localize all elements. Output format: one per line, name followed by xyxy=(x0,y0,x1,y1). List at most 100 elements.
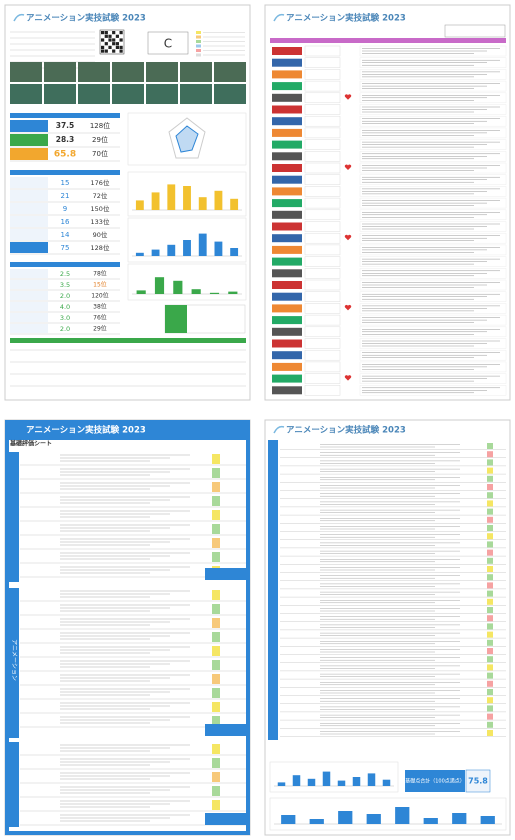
score-cell xyxy=(487,541,493,548)
company-logo xyxy=(272,234,302,243)
legend-swatch xyxy=(196,40,201,43)
qr-cell xyxy=(119,49,123,53)
page-3-body xyxy=(9,440,246,831)
company-logo xyxy=(272,327,302,336)
company-name-cell xyxy=(304,221,341,232)
score-cell xyxy=(487,631,493,638)
bar xyxy=(167,184,176,210)
radar-grid xyxy=(168,117,206,159)
company-name-cell xyxy=(304,139,341,150)
score: 37.5 xyxy=(56,121,75,130)
score-label-cell xyxy=(10,134,48,146)
score-cell xyxy=(487,459,493,466)
item-label-cell xyxy=(10,216,48,227)
qr-cell xyxy=(104,31,108,35)
score-cell xyxy=(487,500,493,507)
score-cell xyxy=(212,772,220,782)
heart xyxy=(344,164,352,170)
item-rank: 38位 xyxy=(93,303,107,311)
company-logo xyxy=(272,175,302,184)
thumbnail xyxy=(112,84,144,104)
chart-frame xyxy=(269,761,399,793)
company-name-cell xyxy=(304,127,341,139)
heart xyxy=(344,375,352,381)
company-logo xyxy=(272,58,302,67)
score-cell xyxy=(487,475,493,482)
company-logo xyxy=(272,269,302,278)
score-cell xyxy=(487,574,493,581)
doc-title: アニメーション実技試験 2023 xyxy=(286,13,406,24)
score-cell xyxy=(487,484,493,490)
page-4-side xyxy=(268,440,278,740)
section-total xyxy=(205,568,246,580)
score-cell xyxy=(487,713,493,720)
bar xyxy=(135,200,144,210)
thumbnail xyxy=(146,84,178,104)
item-value: 3.5 xyxy=(60,281,70,289)
radar-frame xyxy=(127,112,247,166)
score-cell xyxy=(212,468,220,478)
item-value: 3.0 xyxy=(60,314,70,322)
company-name-cell xyxy=(304,162,341,174)
qr-cell xyxy=(115,45,119,49)
grade: C xyxy=(164,37,172,51)
qr-cell xyxy=(108,45,112,49)
item-rank: 15位 xyxy=(93,281,107,289)
section-side xyxy=(9,588,19,738)
item-rank: 29位 xyxy=(93,325,107,333)
bar xyxy=(214,190,223,210)
company-logo xyxy=(272,105,302,114)
score-cell xyxy=(487,508,493,515)
company-name-cell xyxy=(304,104,341,115)
score-cell xyxy=(212,482,220,492)
company-name-cell xyxy=(304,361,341,373)
bar xyxy=(277,782,286,786)
company-name-cell xyxy=(304,186,341,197)
bar xyxy=(423,818,438,824)
score-cell xyxy=(487,672,493,679)
qr-cell xyxy=(112,42,116,46)
item-label-cell xyxy=(10,324,48,333)
score-cell xyxy=(487,516,493,523)
bar xyxy=(209,292,220,294)
qr-cell xyxy=(104,49,108,53)
score-rank: 29位 xyxy=(92,135,108,144)
bar xyxy=(230,198,239,210)
total-value: 75.8 xyxy=(468,777,488,786)
item-value: 14 xyxy=(61,231,70,239)
thumbnail xyxy=(44,84,76,104)
score-cell xyxy=(212,800,220,810)
bar xyxy=(173,280,183,294)
qr-cell xyxy=(112,49,116,53)
score-cell xyxy=(487,467,493,474)
bar xyxy=(154,277,165,294)
score-cell xyxy=(487,607,493,613)
company-logo xyxy=(272,117,302,126)
score: 28.3 xyxy=(56,135,75,144)
heart xyxy=(344,304,352,311)
doc-title: アニメーション実技試験 2023 xyxy=(286,425,406,436)
item-rank: 78位 xyxy=(93,270,107,278)
qr-cell xyxy=(108,38,112,42)
company-logo xyxy=(272,339,302,348)
item-value: 2.5 xyxy=(60,270,70,278)
chart-frame xyxy=(127,263,247,301)
item-label-cell xyxy=(10,269,48,278)
company-name-cell xyxy=(304,385,341,396)
section-header xyxy=(10,113,120,118)
company-logo xyxy=(272,70,302,79)
company-logo xyxy=(272,304,302,313)
item-rank: 176位 xyxy=(91,178,110,187)
bar xyxy=(151,249,160,256)
company-name-cell xyxy=(304,232,341,244)
company-name-cell xyxy=(304,349,341,361)
item-rank: 90位 xyxy=(93,230,108,239)
legend-swatch xyxy=(196,31,201,34)
score-cell xyxy=(487,582,493,589)
bar xyxy=(167,244,176,256)
company-name-cell xyxy=(304,291,341,302)
score-cell xyxy=(487,639,493,646)
company-logo xyxy=(272,292,302,301)
item-value: 4.0 xyxy=(60,303,70,311)
